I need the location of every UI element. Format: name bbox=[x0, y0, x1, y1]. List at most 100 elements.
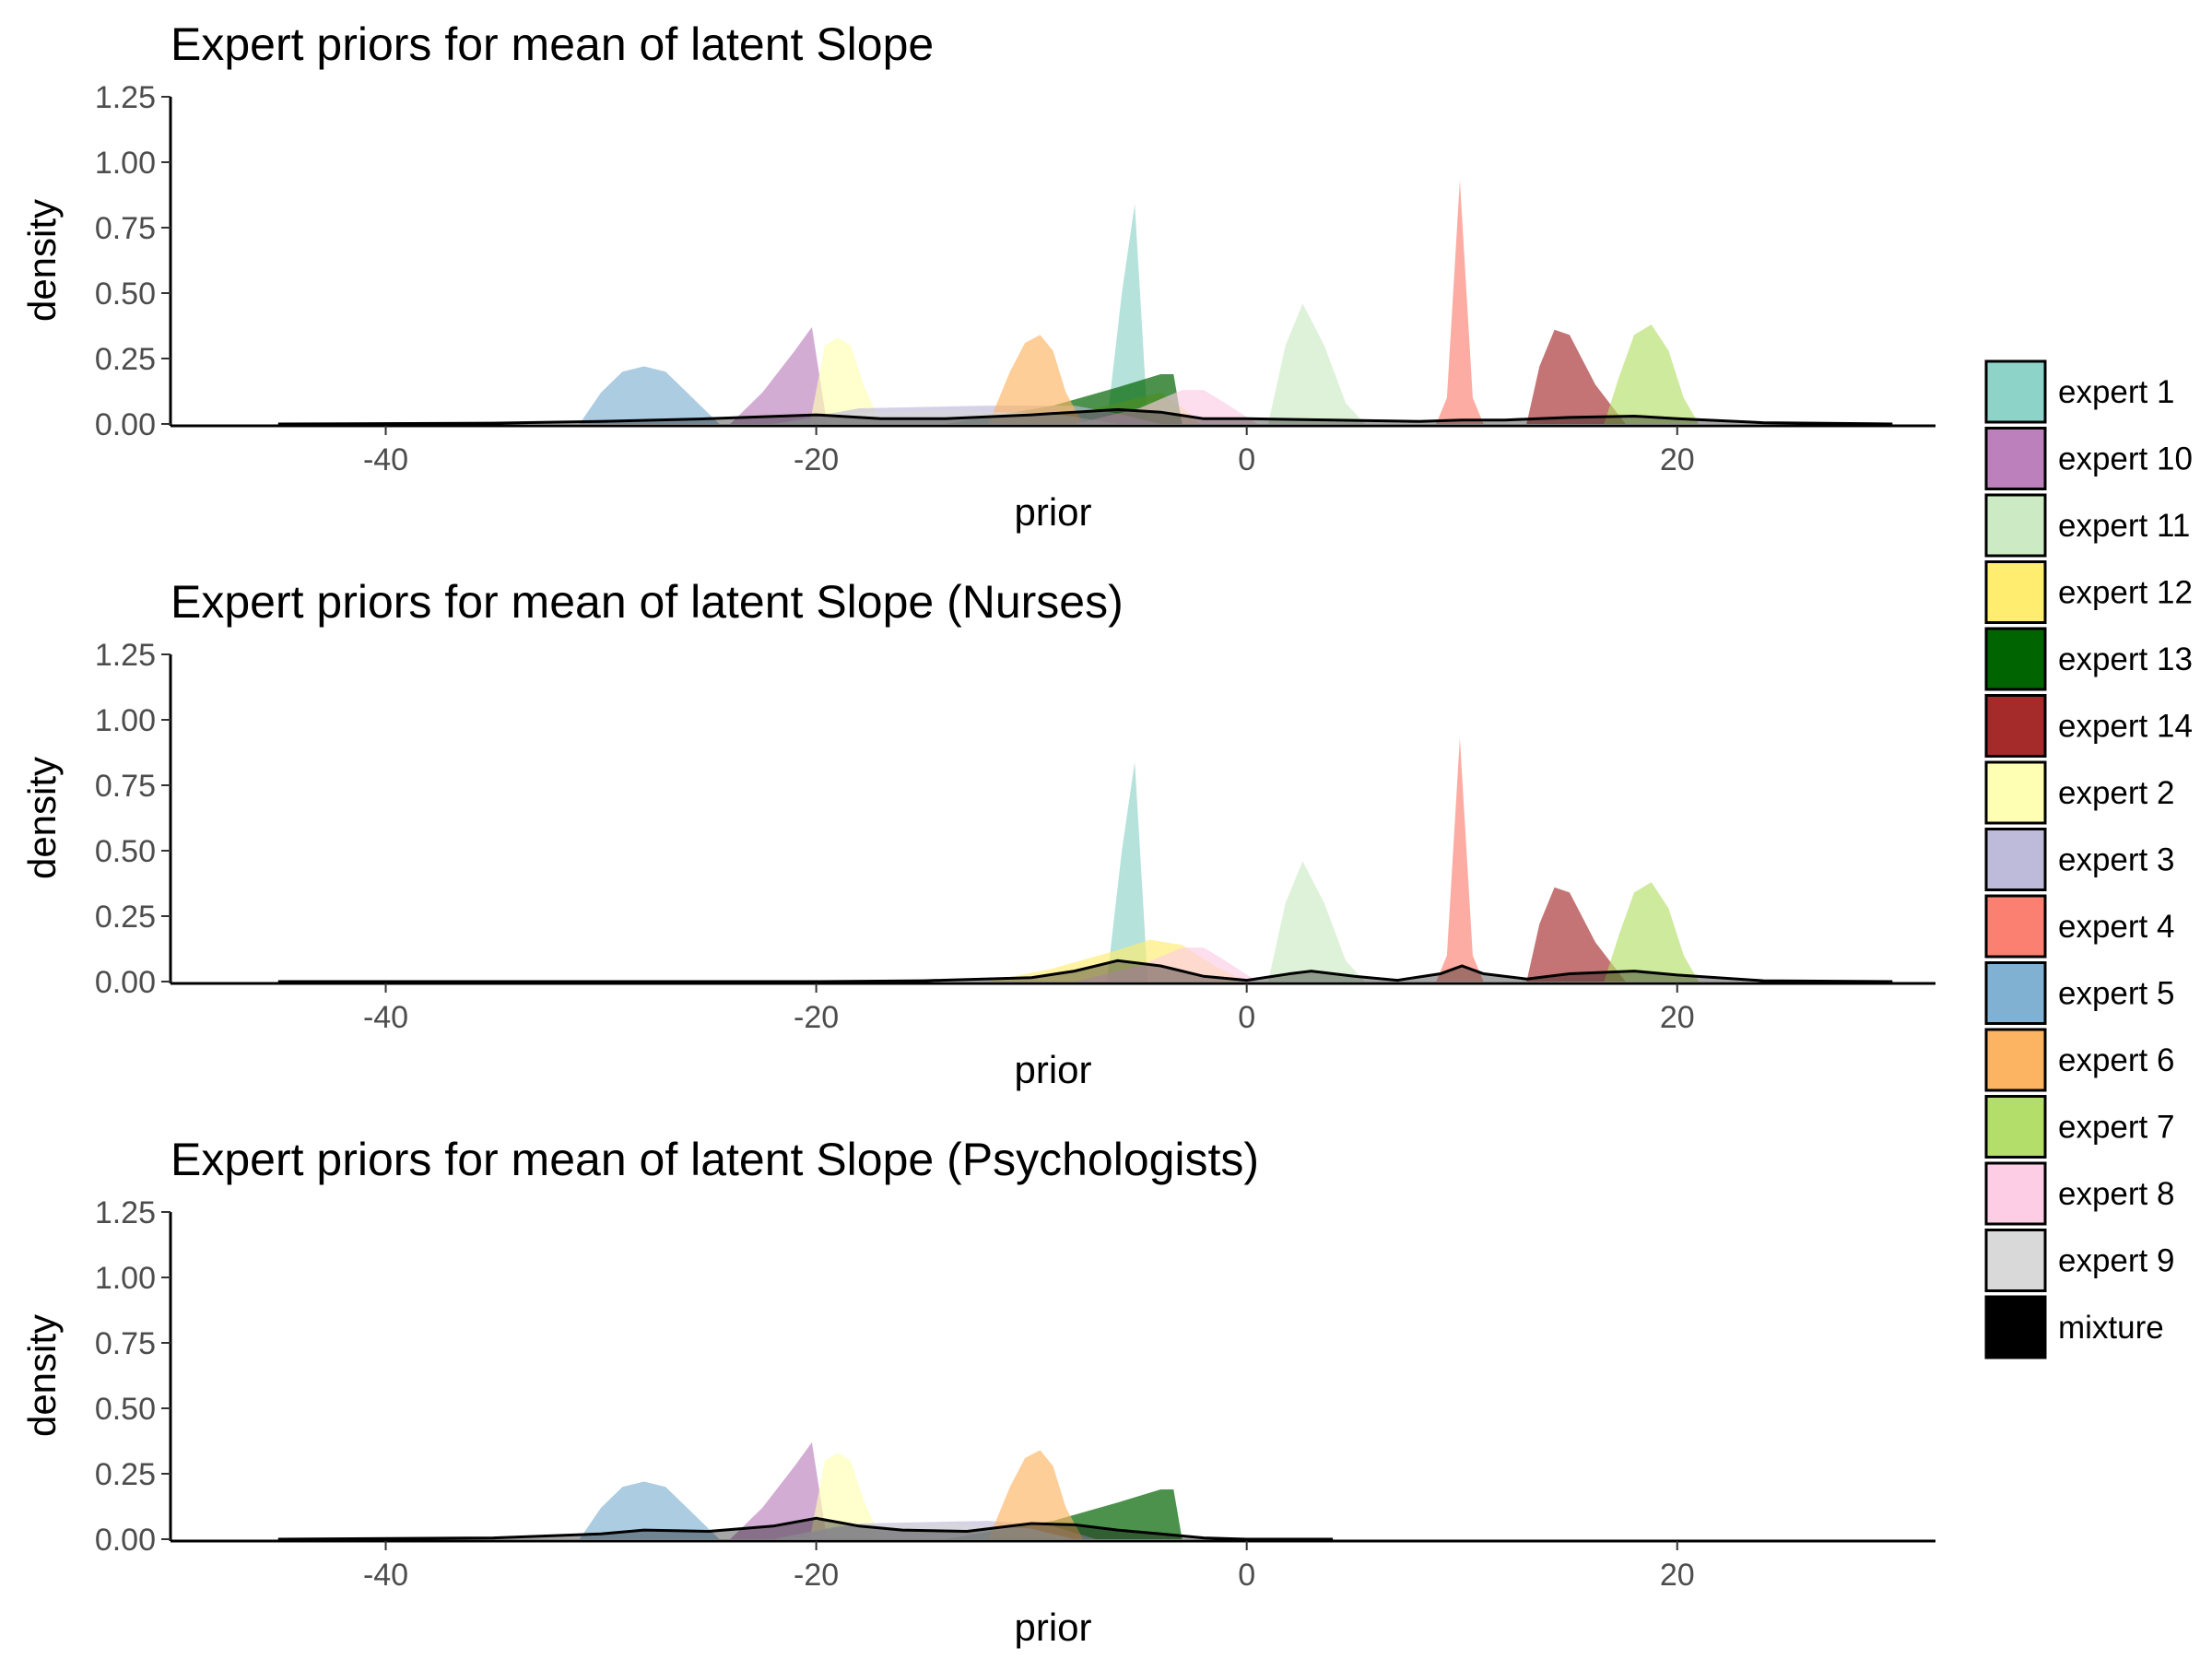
y-tick-label: 0.75 bbox=[95, 1326, 156, 1361]
x-tick-label: -40 bbox=[363, 1000, 408, 1035]
x-tick-label: 20 bbox=[1660, 442, 1695, 477]
x-tick-label: 20 bbox=[1660, 1558, 1695, 1593]
density-area-expert-11 bbox=[1268, 861, 1366, 982]
density-area-expert-4 bbox=[1436, 180, 1484, 424]
x-tick-label: -20 bbox=[794, 1558, 839, 1593]
x-axis-title: prior bbox=[1014, 490, 1091, 534]
legend-label-expert-5: expert 5 bbox=[2058, 976, 2174, 1012]
legend-swatch-expert-4 bbox=[1984, 894, 2047, 959]
legend-label-expert-2: expert 2 bbox=[2058, 775, 2174, 811]
legend: expert 1 expert 10 expert 11 expert 12 exper… bbox=[1984, 359, 2193, 1359]
x-tick-label: -40 bbox=[363, 1558, 408, 1593]
legend-swatch-expert-9 bbox=[1984, 1229, 2047, 1292]
legend-swatch-expert-2 bbox=[1984, 760, 2047, 825]
y-axis-title: density bbox=[20, 199, 64, 322]
y-tick-label: 1.25 bbox=[95, 1195, 156, 1230]
legend-swatch-expert-5 bbox=[1984, 961, 2047, 1025]
density-area-expert-8 bbox=[1074, 947, 1258, 982]
panel-3: Expert priors for mean of latent Slope (… bbox=[20, 1134, 1936, 1649]
x-tick-label: -20 bbox=[794, 1000, 839, 1035]
legend-swatch-expert-7 bbox=[1984, 1095, 2047, 1159]
legend-label-expert-7: expert 7 bbox=[2058, 1110, 2174, 1146]
x-axis-title: prior bbox=[1014, 1606, 1091, 1649]
density-area-mixture bbox=[277, 960, 1893, 982]
x-tick-label: -40 bbox=[363, 442, 408, 477]
density-line-mixture bbox=[277, 407, 1893, 426]
legend-swatch-expert-13 bbox=[1984, 627, 2047, 691]
panel-title: Expert priors for mean of latent Slope (… bbox=[171, 1134, 1259, 1185]
panel-title: Expert priors for mean of latent Slope (… bbox=[171, 576, 1124, 628]
panel-2: Expert priors for mean of latent Slope (… bbox=[20, 576, 1936, 1091]
y-tick-label: 0.75 bbox=[95, 769, 156, 804]
legend-swatch-expert-14 bbox=[1984, 694, 2047, 758]
density-line-mixture bbox=[277, 1516, 1334, 1541]
legend-swatch-expert-3 bbox=[1984, 828, 2047, 891]
legend-swatch-expert-12 bbox=[1984, 560, 2047, 624]
y-tick-label: 0.00 bbox=[95, 407, 156, 442]
legend-label-mixture: mixture bbox=[2058, 1310, 2164, 1346]
density-area-expert-8 bbox=[1074, 390, 1258, 424]
density-area-expert-4 bbox=[1436, 737, 1484, 982]
density-area-expert-13 bbox=[945, 1489, 1182, 1539]
legend-label-expert-1: expert 1 bbox=[2058, 374, 2174, 410]
legend-label-expert-12: expert 12 bbox=[2058, 575, 2193, 611]
y-tick-label: 0.00 bbox=[95, 1523, 156, 1558]
density-area-expert-7 bbox=[1604, 882, 1700, 982]
y-tick-label: 1.00 bbox=[95, 146, 156, 181]
y-tick-label: 0.50 bbox=[95, 276, 156, 312]
legend-label-expert-3: expert 3 bbox=[2058, 842, 2174, 878]
density-area-expert-14 bbox=[1526, 887, 1626, 982]
x-tick-label: 0 bbox=[1238, 1558, 1255, 1593]
legend-swatch-mixture bbox=[1984, 1295, 2047, 1359]
density-area-mixture bbox=[277, 1518, 1334, 1539]
density-area-expert-10 bbox=[730, 1441, 828, 1539]
legend-label-expert-11: expert 11 bbox=[2058, 508, 2190, 544]
x-axis-title: prior bbox=[1014, 1048, 1091, 1091]
legend-label-expert-4: expert 4 bbox=[2058, 909, 2174, 945]
density-area-expert-11 bbox=[1268, 303, 1366, 424]
x-tick-label: -20 bbox=[794, 442, 839, 477]
density-area-expert-2 bbox=[809, 337, 881, 424]
legend-label-expert-8: expert 8 bbox=[2058, 1176, 2174, 1212]
density-area-expert-6 bbox=[988, 335, 1084, 424]
x-tick-label: 20 bbox=[1660, 1000, 1695, 1035]
y-tick-label: 0.25 bbox=[95, 900, 156, 935]
y-tick-label: 0.00 bbox=[95, 965, 156, 1000]
legend-swatch-expert-1 bbox=[1984, 359, 2047, 424]
y-axis-title: density bbox=[20, 757, 64, 879]
density-line-mixture bbox=[277, 959, 1893, 983]
y-tick-label: 0.25 bbox=[95, 342, 156, 377]
legend-label-expert-6: expert 6 bbox=[2058, 1042, 2174, 1078]
y-tick-label: 0.25 bbox=[95, 1457, 156, 1492]
legend-swatch-expert-11 bbox=[1984, 493, 2047, 558]
y-tick-label: 1.25 bbox=[95, 80, 156, 115]
y-tick-label: 0.50 bbox=[95, 834, 156, 869]
legend-label-expert-10: expert 10 bbox=[2058, 441, 2193, 477]
density-area-expert-5 bbox=[579, 1481, 720, 1539]
legend-swatch-expert-8 bbox=[1984, 1161, 2047, 1226]
y-tick-label: 1.00 bbox=[95, 703, 156, 738]
density-area-expert-14 bbox=[1526, 329, 1626, 424]
legend-label-expert-13: expert 13 bbox=[2058, 641, 2193, 677]
legend-swatch-expert-10 bbox=[1984, 427, 2047, 490]
density-area-expert-1 bbox=[1106, 761, 1148, 982]
y-tick-label: 1.00 bbox=[95, 1261, 156, 1296]
density-area-expert-7 bbox=[1604, 324, 1700, 424]
density-area-expert-1 bbox=[1106, 204, 1148, 424]
y-tick-label: 1.25 bbox=[95, 638, 156, 673]
density-area-expert-5 bbox=[579, 366, 720, 424]
y-tick-label: 0.75 bbox=[95, 211, 156, 246]
x-tick-label: 0 bbox=[1238, 1000, 1255, 1035]
x-tick-label: 0 bbox=[1238, 442, 1255, 477]
panel-title: Expert priors for mean of latent Slope bbox=[171, 18, 934, 70]
legend-swatch-expert-6 bbox=[1984, 1028, 2047, 1092]
density-area-expert-10 bbox=[730, 326, 828, 424]
panel-1: Expert priors for mean of latent Slope 0.… bbox=[20, 18, 1936, 534]
density-area-expert-6 bbox=[988, 1450, 1084, 1539]
legend-label-expert-9: expert 9 bbox=[2058, 1243, 2174, 1279]
density-area-expert-2 bbox=[809, 1453, 881, 1539]
legend-label-expert-14: expert 14 bbox=[2058, 709, 2193, 745]
y-tick-label: 0.50 bbox=[95, 1392, 156, 1427]
density-area-expert-13 bbox=[945, 374, 1182, 424]
